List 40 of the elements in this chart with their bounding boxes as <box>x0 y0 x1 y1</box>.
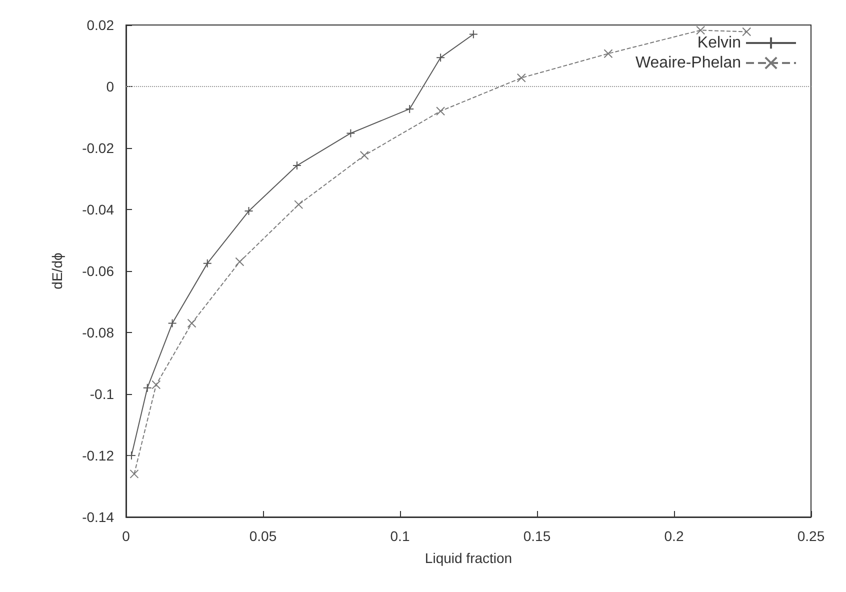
point <box>436 53 446 62</box>
y-tick-label: -0.14 <box>82 509 114 525</box>
x-tick-label: 0.15 <box>523 528 551 544</box>
point <box>696 26 706 35</box>
x-tick-label: 0.1 <box>390 528 410 544</box>
point <box>152 380 161 390</box>
point <box>142 383 152 392</box>
point <box>126 451 136 460</box>
point <box>168 318 177 328</box>
point <box>130 469 139 478</box>
point <box>405 104 414 114</box>
y-tick-label: -0.08 <box>82 324 114 340</box>
x-tick-label: 0.05 <box>249 528 277 544</box>
y-axis-title: dE/dϕ <box>49 252 65 290</box>
point <box>294 200 304 210</box>
point <box>235 257 244 266</box>
x-tick-label: 0.25 <box>797 528 825 544</box>
point <box>516 73 526 82</box>
point <box>468 30 478 39</box>
legend-label: Weaire-Phelan <box>635 54 741 72</box>
point <box>604 49 613 58</box>
y-tick-label: -0.04 <box>82 202 114 218</box>
y-tick-label: 0 <box>106 78 114 94</box>
point <box>292 161 302 170</box>
y-tick-label: -0.06 <box>82 263 114 279</box>
x-axis-title: Liquid fraction <box>424 550 512 566</box>
legend-label: Kelvin <box>697 34 741 52</box>
y-tick-label: -0.1 <box>90 386 114 402</box>
point <box>436 106 446 116</box>
point <box>742 27 752 36</box>
point <box>346 128 356 138</box>
x-tick-label: 0.2 <box>664 528 684 544</box>
point <box>244 206 254 216</box>
y-tick-label: -0.02 <box>82 140 114 156</box>
point <box>187 318 196 328</box>
point <box>360 150 369 160</box>
y-tick-label: -0.12 <box>82 448 114 464</box>
y-tick-label: 0.02 <box>86 17 114 33</box>
x-tick-label: 0 <box>122 528 130 544</box>
point <box>202 258 212 268</box>
